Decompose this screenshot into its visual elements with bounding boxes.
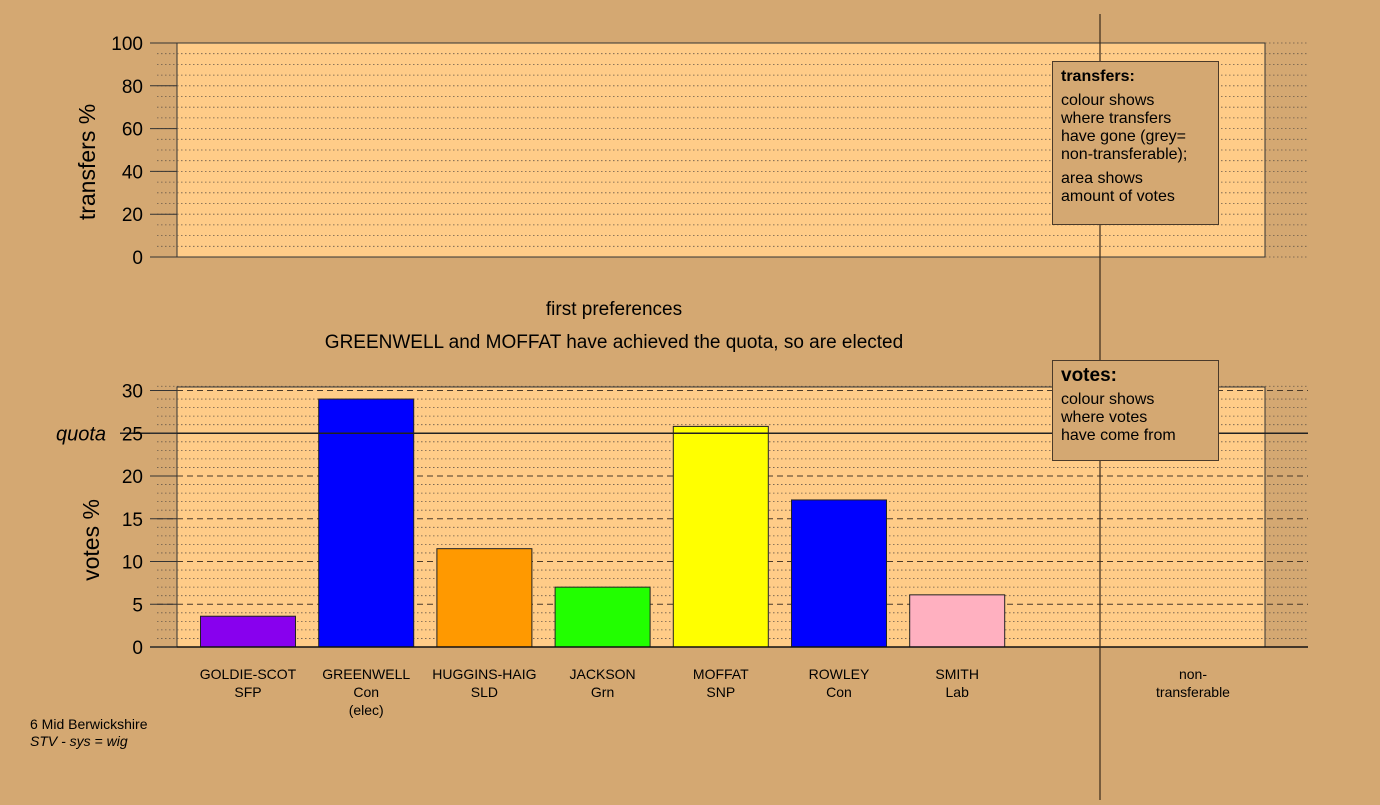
system-label: STV - sys = wig	[30, 733, 128, 749]
transfers-legend-line3: have gone (grey=	[1061, 128, 1186, 145]
nontransferable-label: non-	[1179, 666, 1207, 682]
transfers-legend-line4: non-transferable);	[1061, 146, 1188, 163]
candidate-party-label: Con	[826, 684, 852, 700]
transfers-y-ticks: 0 20 40 60 80 100	[111, 34, 177, 269]
votes-bars	[200, 398, 1006, 648]
transfers-legend: transfers: colour shows where transfers …	[1052, 61, 1219, 225]
candidate-party-label: SFP	[234, 684, 261, 700]
votes-legend-line2: where votes	[1061, 409, 1148, 426]
bar-greenwell	[318, 398, 415, 648]
votes-tick-label: 5	[132, 595, 143, 616]
nontransferable-label: transferable	[1156, 684, 1230, 700]
votes-legend: votes: colour shows where votes have com…	[1052, 360, 1219, 461]
transfers-tick-label: 20	[122, 205, 143, 226]
transfers-tick-label: 60	[122, 120, 143, 141]
bar-jackson	[554, 586, 651, 648]
ward-name: 6 Mid Berwickshire	[30, 716, 148, 732]
candidate-name-label: JACKSON	[570, 666, 636, 682]
transfers-tick-label: 0	[132, 248, 143, 269]
transfers-y-axis-label: transfers %	[74, 104, 100, 220]
votes-y-ticks: 0 5 10 15 20 25 30	[122, 382, 177, 659]
votes-y-axis-label: votes %	[78, 499, 104, 581]
votes-panel: quota 0 5 10 15 20 25 30 votes % GOLDIE-SCOT SF…	[56, 382, 1308, 718]
candidate-party-label: Grn	[591, 684, 614, 700]
votes-legend-line1: colour shows	[1061, 391, 1155, 408]
status-heading: GREENWELL and MOFFAT have achieved the q…	[325, 332, 903, 353]
candidate-name-label: SMITH	[935, 666, 979, 682]
stage-heading: first preferences	[546, 299, 682, 320]
bar-goldie-scot	[200, 615, 296, 648]
candidate-name-label: GREENWELL	[322, 666, 410, 682]
candidate-name-label: ROWLEY	[809, 666, 870, 682]
candidate-status-label: (elec)	[349, 702, 384, 718]
votes-tick-label: 25	[122, 424, 143, 445]
transfers-tick-label: 40	[122, 162, 143, 183]
bar-rowley	[791, 499, 887, 648]
bar-smith	[909, 594, 1006, 648]
candidate-labels: GOLDIE-SCOT SFP GREENWELL Con (elec) HUGGINS-…	[200, 666, 1230, 718]
votes-tick-label: 0	[132, 638, 143, 659]
transfers-legend-line2: where transfers	[1061, 110, 1172, 127]
votes-tick-label: 15	[122, 510, 143, 531]
candidate-party-label: Lab	[946, 684, 970, 700]
transfers-legend-title: transfers:	[1061, 68, 1135, 85]
footer-info: 6 Mid Berwickshire STV - sys = wig	[30, 716, 147, 750]
votes-legend-title: votes:	[1061, 365, 1117, 386]
candidate-party-label: SNP	[706, 684, 735, 700]
candidate-party-label: SLD	[471, 684, 498, 700]
candidate-party-label: Con	[353, 684, 379, 700]
transfers-gridlines	[157, 42, 1308, 258]
votes-legend-line3: have come from	[1061, 427, 1176, 444]
transfers-tick-label: 80	[122, 77, 143, 98]
candidate-name-label: MOFFAT	[693, 666, 749, 682]
candidate-name-label: GOLDIE-SCOT	[200, 666, 297, 682]
candidate-name-label: HUGGINS-HAIG	[432, 666, 536, 682]
bar-huggins-haig	[436, 548, 533, 648]
transfers-legend-line6: amount of votes	[1061, 188, 1175, 205]
transfers-legend-line1: colour shows	[1061, 92, 1155, 109]
votes-tick-label: 30	[122, 382, 143, 403]
bar-moffat	[672, 425, 769, 648]
transfers-tick-label: 100	[111, 34, 143, 55]
transfers-legend-line5: area shows	[1061, 170, 1143, 187]
votes-tick-label: 20	[122, 467, 143, 488]
votes-tick-label: 10	[122, 553, 143, 574]
quota-label: quota	[56, 423, 106, 445]
